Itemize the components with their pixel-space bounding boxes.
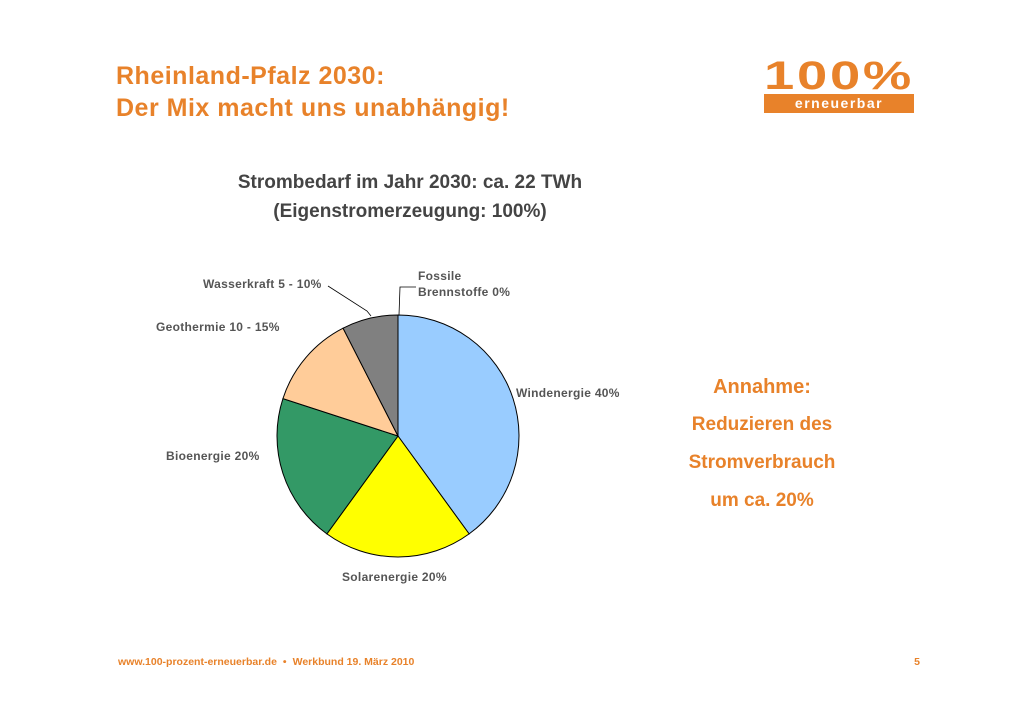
chart-title: Strombedarf im Jahr 2030: ca. 22 TWh xyxy=(237,172,583,193)
slice-label-fossile-brennstoffe: Fossile Brennstoffe 0% xyxy=(418,269,510,299)
slice-label-solarenergie: Solarenergie 20% xyxy=(342,570,447,584)
leader-line-fossile-brennstoffe xyxy=(398,286,416,316)
assumption-note: Annahme: Reduzieren des Stromverbrauch u… xyxy=(664,372,860,524)
logo-100-prozent-erneuerbar: 100% erneuerbar xyxy=(764,58,916,120)
logo-digits-graphic: 100% xyxy=(764,58,914,94)
leader-line-wasserkraft xyxy=(327,285,372,317)
note-line-3: Stromverbrauch xyxy=(688,452,836,473)
note-line-2: Reduzieren des xyxy=(691,414,833,435)
slice-label-windenergie: Windenergie 40% xyxy=(516,386,620,400)
slice-label-bioenergie: Bioenergie 20% xyxy=(166,449,260,463)
slide-title-line-2: Der Mix macht uns unabhängig! xyxy=(116,94,510,122)
footer: www.100-prozent-erneuerbar.de • Werkbund 1… xyxy=(118,656,414,668)
footer-url: www.100-prozent-erneuerbar.de xyxy=(118,656,277,668)
pie-slice-solarenergie xyxy=(326,435,470,558)
slide-title: Rheinland-Pfalz 2030: Der Mix macht uns … xyxy=(116,60,510,124)
pie-slice-windenergie xyxy=(397,314,520,535)
slice-label-geothermie: Geothermie 10 - 15% xyxy=(156,320,280,334)
logo-digits: 100% xyxy=(764,58,914,94)
footer-event: Werkbund 19. März 2010 xyxy=(292,656,415,668)
page-number: 5 xyxy=(914,656,920,668)
logo-word: erneuerbar xyxy=(764,94,914,113)
chart-subtitle: (Eigenstromerzeugung: 100%) xyxy=(273,201,547,222)
footer-separator: • xyxy=(282,656,287,668)
slide-title-line-1: Rheinland-Pfalz 2030: xyxy=(116,62,385,90)
pie-slice-geothermie xyxy=(282,327,399,437)
slice-label-wasserkraft: Wasserkraft 5 - 10% xyxy=(203,277,322,291)
note-heading: Annahme: xyxy=(713,376,811,398)
note-line-4: um ca. 20% xyxy=(710,490,814,511)
pie-slice-bioenergie xyxy=(276,397,399,535)
